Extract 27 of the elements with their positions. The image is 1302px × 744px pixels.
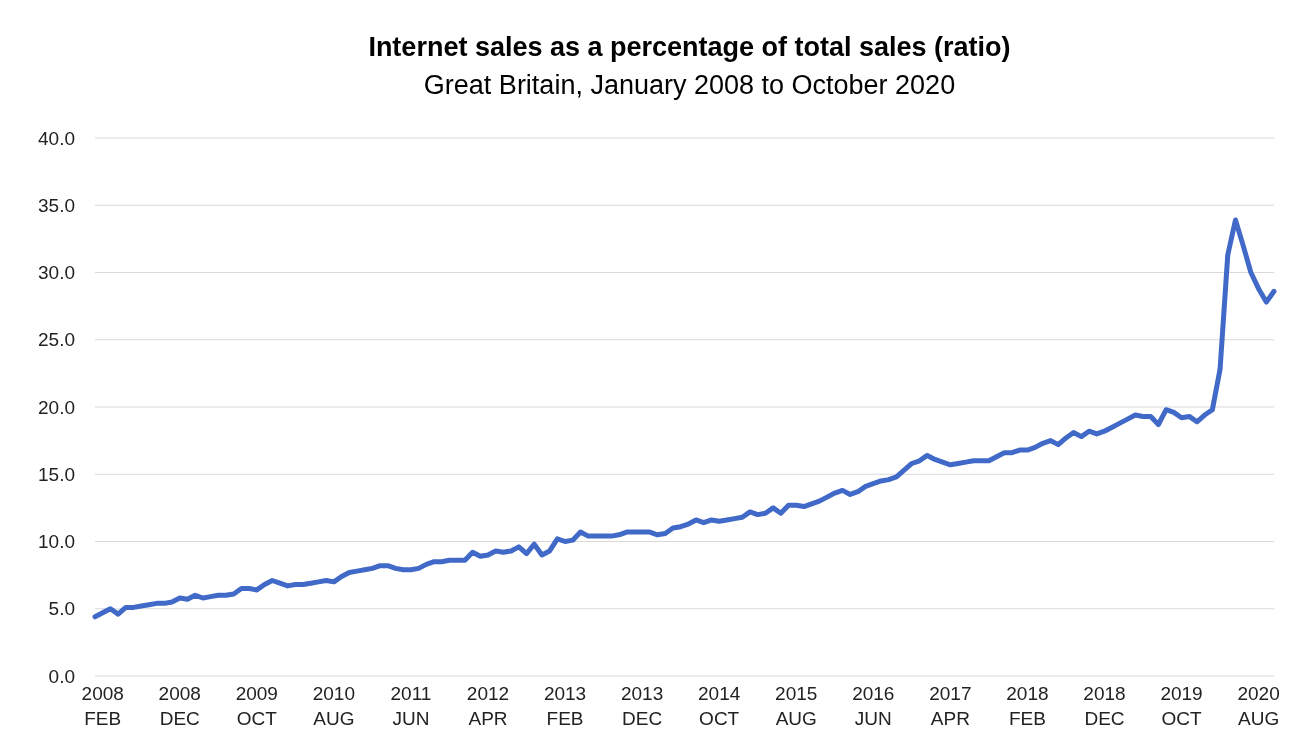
- x-tick-label: 2013 DEC: [620, 683, 664, 729]
- x-tick-label: 2008 FEB: [81, 683, 124, 729]
- y-tick-label: 5.0: [48, 598, 75, 620]
- x-tick-label: 2013 FEB: [543, 683, 587, 729]
- x-tick-label: 2012 APR: [466, 683, 510, 729]
- x-tick-label: 2019 OCT: [1160, 683, 1203, 729]
- chart-title: Internet sales as a percentage of total sales (ratio): [368, 32, 1011, 62]
- x-tick-label: 2017 APR: [929, 683, 972, 729]
- x-tick-label: 2009 OCT: [235, 683, 278, 729]
- y-tick-label: 30.0: [38, 262, 75, 284]
- y-tick-label: 20.0: [38, 396, 75, 418]
- x-tick-label: 2010 AUG: [312, 683, 356, 729]
- chart-subtitle: Great Britain, January 2008 to October 2020: [423, 70, 956, 100]
- x-tick-label: 2014 OCT: [698, 683, 741, 729]
- x-tick-label: 2018 FEB: [1006, 683, 1049, 729]
- x-tick-label: 2016 JUN: [852, 683, 895, 729]
- y-tick-label: 40.0: [38, 127, 75, 149]
- y-tick-label: 15.0: [38, 463, 75, 485]
- x-tick-label: 2015 AUG: [775, 683, 818, 729]
- x-tick-label: 2018 DEC: [1083, 683, 1126, 729]
- x-tick-label: 2008 DEC: [158, 683, 201, 729]
- y-tick-label: 25.0: [38, 329, 75, 351]
- x-tick-label: 2011 JUN: [390, 683, 432, 729]
- y-tick-label: 0.0: [48, 665, 75, 687]
- y-tick-label: 35.0: [38, 194, 75, 216]
- x-tick-label: 2020 AUG: [1237, 683, 1280, 729]
- y-tick-label: 10.0: [38, 531, 75, 553]
